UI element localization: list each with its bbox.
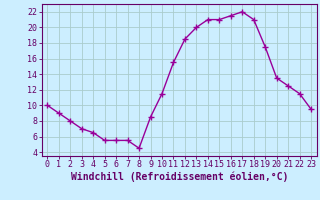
X-axis label: Windchill (Refroidissement éolien,°C): Windchill (Refroidissement éolien,°C) [70, 172, 288, 182]
